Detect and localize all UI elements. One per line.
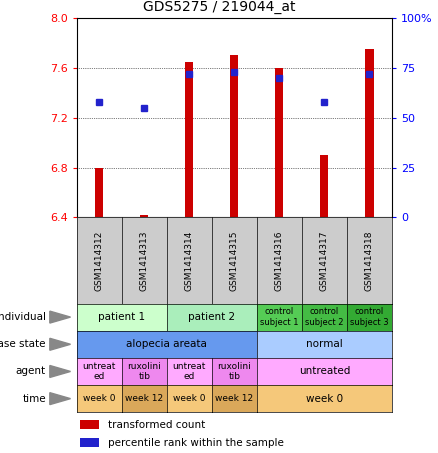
Text: alopecia areata: alopecia areata [126,339,207,349]
Bar [140,215,148,217]
Text: GSM1414318: GSM1414318 [365,230,374,291]
Text: transformed count: transformed count [108,419,205,429]
Text: ruxolini
tib: ruxolini tib [217,362,251,381]
Text: untreat
ed: untreat ed [82,362,116,381]
Text: week 0: week 0 [306,394,343,404]
Text: individual: individual [0,312,46,322]
Polygon shape [50,311,71,323]
Text: GSM1414316: GSM1414316 [275,230,284,291]
Text: untreated: untreated [299,366,350,376]
Text: GDS5275 / 219044_at: GDS5275 / 219044_at [143,0,295,14]
Text: week 0: week 0 [83,394,116,403]
Text: GSM1414315: GSM1414315 [230,230,239,291]
Polygon shape [50,366,71,377]
Bar [95,168,103,217]
Text: week 12: week 12 [125,394,163,403]
Text: agent: agent [16,366,46,376]
Text: week 0: week 0 [173,394,205,403]
Polygon shape [50,338,71,350]
Text: disease state: disease state [0,339,46,349]
Bar [365,49,374,217]
Bar [276,68,283,217]
Polygon shape [50,393,71,405]
Bar [80,438,99,447]
Text: patient 2: patient 2 [188,312,235,322]
Text: control
subject 3: control subject 3 [350,308,389,327]
Text: untreat
ed: untreat ed [173,362,206,381]
Text: patient 1: patient 1 [98,312,145,322]
Text: percentile rank within the sample: percentile rank within the sample [108,438,284,448]
Text: control
subject 2: control subject 2 [305,308,344,327]
Text: week 12: week 12 [215,394,254,403]
Bar [80,419,99,429]
Text: GSM1414317: GSM1414317 [320,230,329,291]
Text: control
subject 1: control subject 1 [260,308,299,327]
Bar [320,155,328,217]
Text: GSM1414314: GSM1414314 [185,230,194,291]
Text: normal: normal [306,339,343,349]
Bar [230,56,238,217]
Text: GSM1414312: GSM1414312 [95,230,104,291]
Bar [185,62,193,217]
Text: time: time [22,394,46,404]
Text: ruxolini
tib: ruxolini tib [127,362,161,381]
Text: GSM1414313: GSM1414313 [140,230,149,291]
